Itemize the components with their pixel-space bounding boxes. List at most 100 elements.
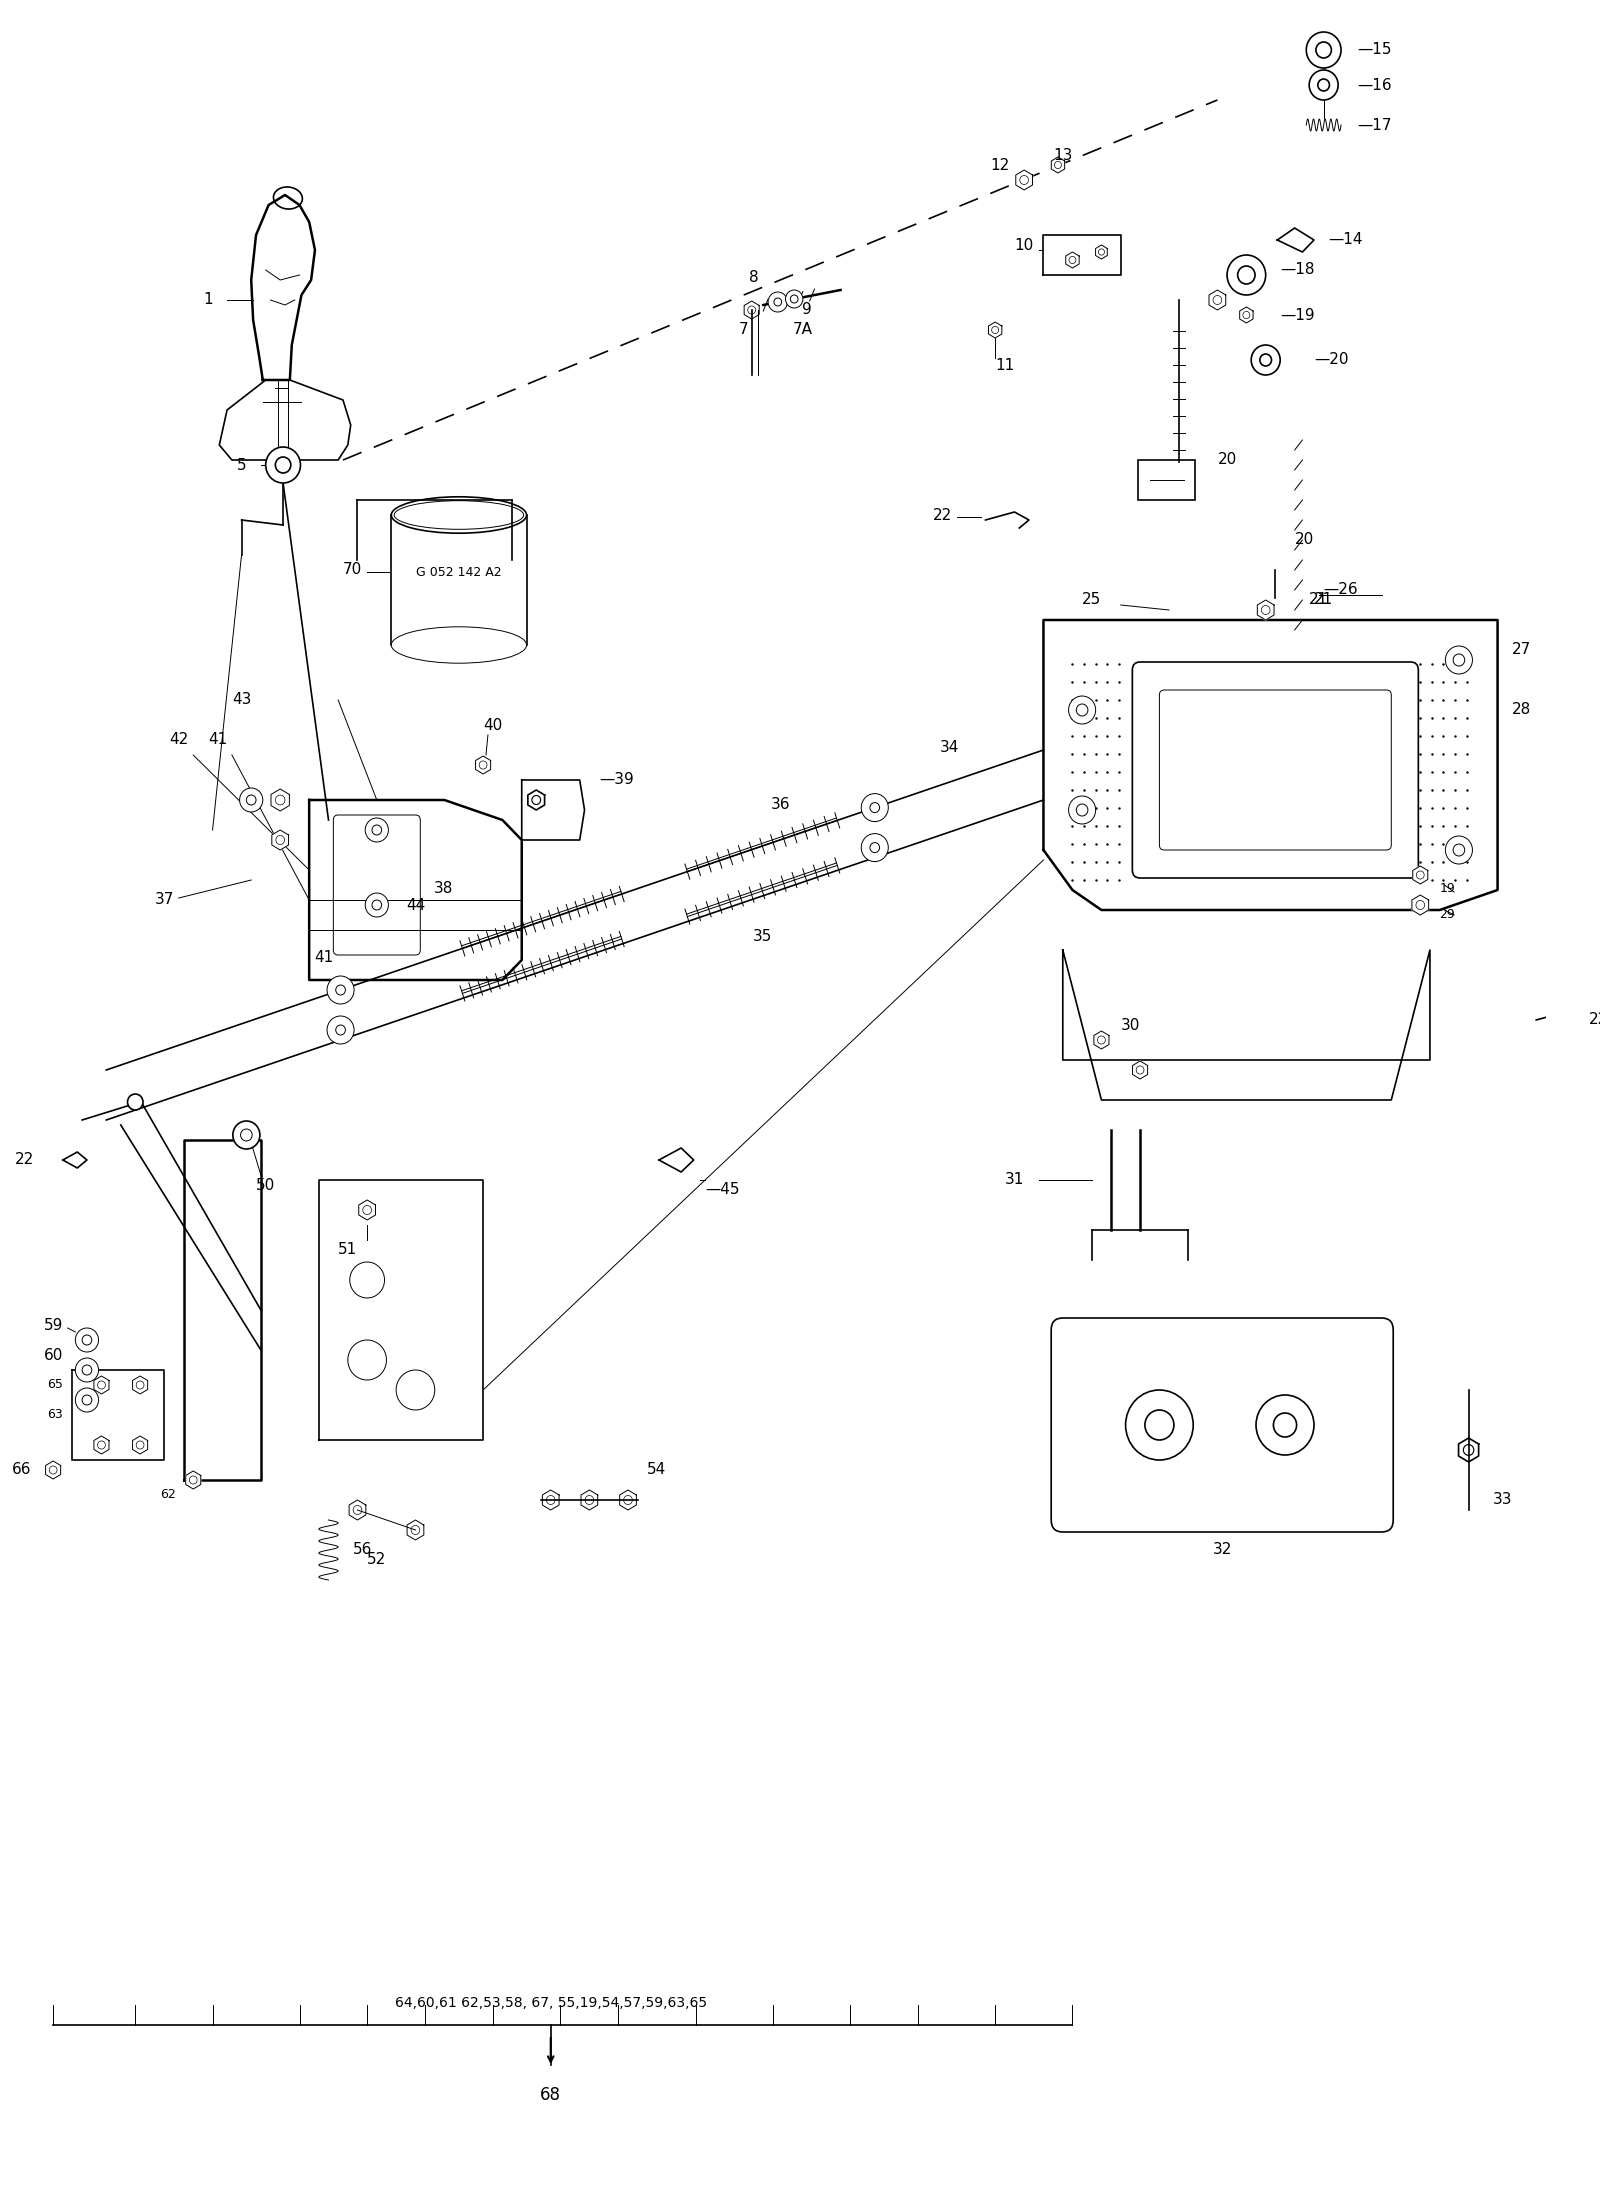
Text: 32: 32 (1213, 1542, 1232, 1558)
Text: 33: 33 (1493, 1492, 1512, 1507)
Text: 59: 59 (43, 1318, 62, 1333)
Text: —17: —17 (1357, 117, 1392, 132)
Polygon shape (406, 1520, 424, 1540)
Circle shape (1069, 695, 1096, 724)
Text: 52: 52 (366, 1553, 387, 1566)
Text: 7: 7 (739, 323, 749, 337)
Text: 12: 12 (990, 158, 1010, 172)
Text: 34: 34 (941, 739, 960, 755)
Polygon shape (219, 381, 350, 460)
Ellipse shape (392, 497, 526, 532)
Text: —20: —20 (1314, 352, 1349, 367)
FancyBboxPatch shape (1051, 1318, 1394, 1531)
Polygon shape (1258, 601, 1274, 620)
Ellipse shape (392, 627, 526, 662)
Text: 29: 29 (1440, 909, 1456, 922)
Circle shape (365, 893, 389, 917)
FancyBboxPatch shape (1133, 662, 1418, 878)
Circle shape (1069, 796, 1096, 825)
Polygon shape (1413, 867, 1427, 884)
Circle shape (1251, 345, 1280, 374)
Text: 41: 41 (208, 733, 227, 748)
Text: 38: 38 (434, 880, 453, 895)
Circle shape (1256, 1395, 1314, 1454)
Polygon shape (1016, 169, 1032, 189)
Polygon shape (522, 781, 584, 840)
Circle shape (768, 293, 787, 312)
Text: 5: 5 (237, 458, 246, 473)
Circle shape (1309, 70, 1338, 99)
Text: 60: 60 (43, 1346, 62, 1362)
Circle shape (1445, 836, 1472, 865)
Polygon shape (358, 1199, 376, 1221)
FancyBboxPatch shape (1138, 460, 1195, 499)
Polygon shape (1411, 895, 1429, 915)
Text: —39: —39 (598, 772, 634, 788)
Text: 21: 21 (1314, 592, 1333, 607)
Text: 22: 22 (933, 508, 952, 524)
Polygon shape (309, 801, 522, 979)
Text: 41: 41 (314, 950, 333, 966)
Text: 36: 36 (771, 796, 790, 812)
Polygon shape (475, 757, 491, 774)
Circle shape (350, 1263, 384, 1298)
Polygon shape (1043, 620, 1498, 911)
Text: 56: 56 (352, 1542, 373, 1558)
Polygon shape (133, 1375, 147, 1395)
Text: 31: 31 (1005, 1173, 1024, 1188)
Circle shape (1227, 255, 1266, 295)
Text: 64,60,61 62,53,58, 67, 55,19,54,57,59,63,65: 64,60,61 62,53,58, 67, 55,19,54,57,59,63… (395, 1995, 707, 2011)
Text: 8: 8 (749, 271, 758, 284)
Text: 65: 65 (46, 1379, 62, 1393)
Polygon shape (1051, 156, 1064, 174)
Circle shape (75, 1357, 99, 1382)
Text: 42: 42 (170, 733, 189, 748)
Polygon shape (528, 790, 544, 810)
Polygon shape (744, 301, 760, 319)
Circle shape (861, 794, 888, 821)
Text: 22: 22 (14, 1153, 34, 1168)
Circle shape (326, 1016, 354, 1045)
Text: 44: 44 (406, 898, 426, 913)
Polygon shape (619, 1489, 637, 1509)
Text: 28: 28 (1512, 702, 1531, 717)
Text: 62: 62 (160, 1489, 176, 1500)
Circle shape (75, 1329, 99, 1353)
Text: 63: 63 (46, 1408, 62, 1421)
FancyBboxPatch shape (392, 515, 526, 645)
Text: 13: 13 (1053, 147, 1072, 163)
Text: 7A: 7A (792, 323, 813, 337)
Text: 21: 21 (1309, 592, 1328, 607)
Polygon shape (1094, 1032, 1109, 1049)
Polygon shape (46, 1461, 61, 1478)
Text: 70: 70 (342, 563, 362, 576)
Polygon shape (272, 829, 288, 849)
Text: 9: 9 (802, 301, 811, 317)
Circle shape (365, 818, 389, 843)
Text: —26: —26 (1323, 583, 1358, 598)
Text: —16: —16 (1357, 77, 1392, 92)
Text: 20: 20 (1294, 532, 1314, 548)
Polygon shape (184, 1140, 261, 1481)
Text: —45: —45 (706, 1184, 739, 1197)
Circle shape (347, 1340, 387, 1379)
Polygon shape (94, 1375, 109, 1395)
Circle shape (397, 1371, 435, 1410)
Polygon shape (1062, 950, 1430, 1100)
Text: 11: 11 (995, 356, 1014, 372)
Polygon shape (349, 1500, 366, 1520)
Text: 54: 54 (648, 1463, 667, 1478)
Polygon shape (989, 321, 1002, 339)
Text: 35: 35 (752, 928, 771, 944)
Text: 43: 43 (232, 693, 251, 708)
Circle shape (234, 1122, 259, 1148)
Circle shape (240, 788, 262, 812)
Text: —15: —15 (1357, 42, 1392, 57)
Text: 40: 40 (483, 717, 502, 733)
Circle shape (266, 447, 301, 484)
Polygon shape (1096, 244, 1107, 260)
Circle shape (786, 290, 803, 308)
Circle shape (861, 834, 888, 862)
Polygon shape (186, 1472, 200, 1489)
Text: 22: 22 (1589, 1012, 1600, 1027)
